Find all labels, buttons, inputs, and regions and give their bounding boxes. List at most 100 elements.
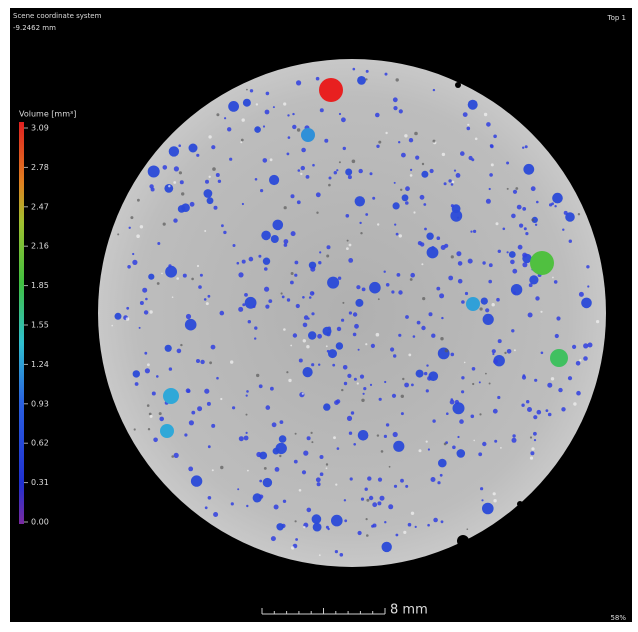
pore — [208, 445, 211, 448]
pore — [296, 304, 300, 308]
pore — [486, 199, 491, 204]
speck — [396, 78, 399, 81]
pore — [268, 299, 272, 303]
pore — [366, 70, 369, 73]
speck — [147, 404, 150, 407]
pore — [446, 412, 449, 415]
pore — [398, 334, 401, 337]
pore — [244, 436, 249, 441]
speck — [291, 546, 294, 549]
pore — [260, 189, 263, 192]
legend-label: 0.62 — [31, 439, 49, 448]
pore — [361, 498, 364, 501]
pore — [329, 177, 332, 180]
pore — [479, 381, 481, 383]
speck — [551, 377, 554, 380]
pore — [284, 243, 288, 247]
speck — [286, 371, 288, 373]
pore — [454, 170, 456, 172]
pore — [519, 224, 523, 228]
pore — [169, 146, 179, 156]
pore — [489, 188, 491, 190]
pore — [421, 326, 425, 330]
pore — [468, 259, 473, 264]
speck — [326, 255, 329, 258]
pore — [200, 360, 204, 364]
pore — [581, 298, 592, 309]
pore — [378, 478, 382, 482]
speck — [281, 292, 283, 294]
pore — [522, 262, 527, 267]
speck — [212, 167, 216, 171]
pore — [522, 253, 527, 258]
pore — [144, 352, 147, 355]
pore — [398, 290, 402, 294]
pore — [331, 515, 343, 527]
pore — [132, 253, 134, 255]
pore — [280, 420, 284, 424]
pore — [254, 326, 257, 329]
pore — [459, 419, 464, 424]
pore — [452, 446, 456, 450]
pore — [334, 171, 337, 174]
pore — [424, 372, 427, 375]
pore — [345, 169, 352, 176]
pore — [444, 182, 447, 185]
pore — [413, 335, 416, 338]
pore — [296, 80, 301, 85]
pore — [478, 452, 482, 456]
speck — [530, 436, 532, 438]
pore — [534, 439, 536, 441]
pore — [310, 291, 315, 296]
speck — [326, 463, 328, 465]
pore — [384, 521, 386, 523]
pore — [397, 273, 401, 277]
speck — [149, 310, 152, 313]
pore — [497, 396, 500, 399]
speck — [306, 345, 309, 348]
pore — [139, 327, 141, 329]
speck — [500, 447, 502, 449]
pore — [481, 298, 488, 305]
speck — [342, 302, 344, 304]
pore — [239, 436, 244, 441]
pore — [250, 89, 253, 92]
pore — [357, 76, 366, 85]
pore — [279, 435, 287, 443]
pore — [440, 474, 443, 477]
pore — [511, 284, 522, 295]
pore — [159, 417, 164, 422]
legend-title: Volume [mm³] — [19, 110, 76, 119]
speck — [401, 395, 404, 398]
speck — [168, 185, 170, 187]
speck — [411, 512, 414, 515]
pore — [579, 292, 584, 297]
pore — [317, 482, 321, 486]
pore — [294, 274, 297, 277]
pore — [320, 472, 324, 476]
pore — [327, 277, 339, 289]
pore — [535, 224, 537, 226]
legend-label: 3.09 — [31, 124, 49, 133]
pore — [301, 148, 306, 153]
speck — [421, 263, 423, 265]
pore — [168, 264, 171, 267]
pore — [358, 531, 362, 535]
pore — [375, 113, 380, 118]
speck — [378, 298, 380, 300]
pore — [353, 68, 356, 71]
pore — [359, 222, 361, 224]
speck — [507, 188, 509, 190]
pore — [205, 180, 209, 184]
speck — [216, 113, 219, 116]
speck — [209, 361, 212, 364]
pore — [344, 499, 346, 501]
pore — [587, 285, 589, 287]
speck — [303, 339, 306, 342]
pore — [427, 247, 439, 259]
speck — [159, 412, 162, 415]
speck — [147, 363, 150, 366]
speck — [540, 311, 542, 313]
pore — [320, 108, 324, 112]
pore — [530, 451, 534, 455]
